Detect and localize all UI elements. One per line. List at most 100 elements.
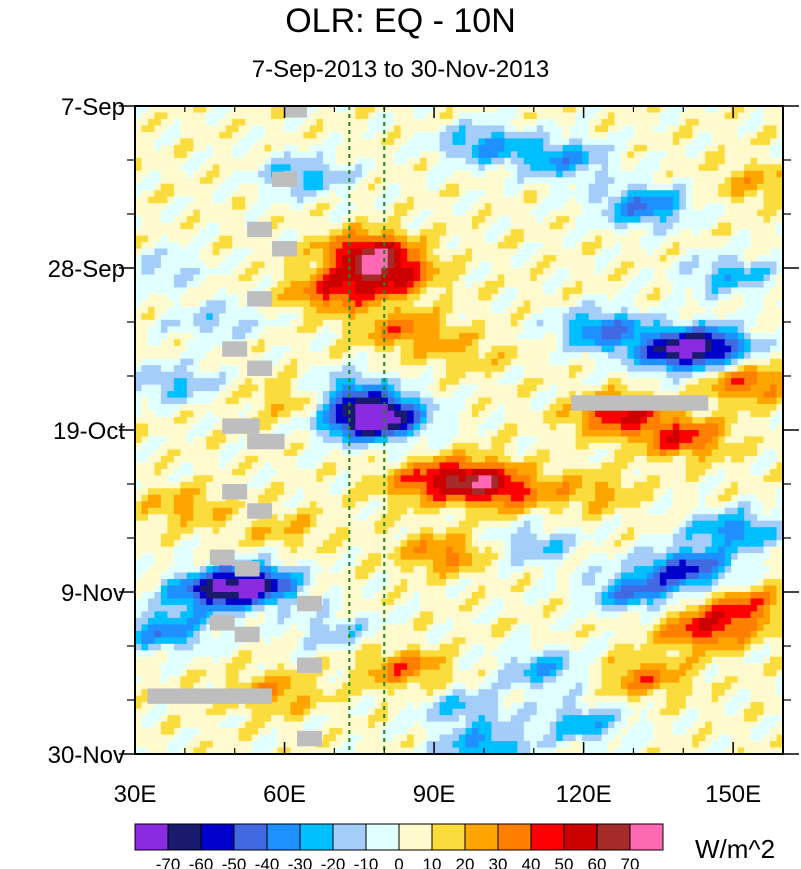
heat-cell — [368, 190, 376, 198]
heat-cell — [757, 144, 765, 152]
heat-cell — [329, 300, 337, 308]
heat-cell — [193, 235, 201, 243]
heat-cell — [387, 378, 395, 386]
heat-cell — [575, 203, 583, 211]
heat-cell — [433, 384, 441, 392]
heat-cell — [258, 242, 266, 250]
heat-cell — [510, 177, 518, 185]
heat-cell — [238, 358, 246, 366]
heat-cell — [582, 326, 590, 334]
heat-cell — [562, 391, 570, 399]
heat-cell — [309, 222, 318, 230]
heat-cell — [588, 216, 596, 224]
heat-cell — [659, 423, 667, 431]
heat-cell — [271, 222, 279, 230]
heat-cell — [763, 371, 771, 379]
heat-cell — [394, 222, 402, 230]
heat-cell — [517, 131, 525, 139]
heat-cell — [562, 235, 570, 243]
heat-cell — [523, 371, 531, 379]
heat-cell — [309, 106, 318, 114]
heat-cell — [277, 371, 285, 379]
heat-cell — [763, 404, 771, 412]
heat-cell — [504, 397, 512, 405]
heat-cell — [484, 170, 492, 178]
heat-cell — [135, 118, 143, 127]
heat-cell — [420, 229, 428, 237]
heat-cell — [446, 229, 454, 237]
heat-cell — [193, 164, 201, 172]
heat-cell — [504, 365, 512, 373]
heat-cell — [646, 306, 654, 314]
heat-cell — [698, 306, 706, 314]
heat-cell — [238, 397, 246, 405]
heat-cell — [154, 378, 162, 386]
heat-cell — [303, 242, 311, 250]
heat-cell — [744, 255, 752, 263]
heat-cell — [212, 326, 220, 334]
heat-cell — [724, 280, 732, 289]
heat-cell — [245, 410, 253, 418]
heat-cell — [251, 248, 259, 256]
heat-cell — [750, 358, 758, 366]
heat-cell — [154, 268, 162, 276]
heat-cell — [504, 306, 512, 314]
heat-cell — [135, 235, 143, 243]
heat-cell — [465, 391, 473, 399]
heat-cell — [173, 300, 181, 308]
heat-cell — [303, 216, 311, 224]
heat-cell — [614, 125, 622, 133]
heat-cell — [724, 164, 732, 172]
heat-cell — [322, 293, 330, 301]
heat-cell — [277, 151, 285, 159]
heat-cell — [277, 332, 285, 340]
heat-cell — [439, 378, 447, 386]
heat-cell — [530, 151, 538, 159]
heat-cell — [147, 151, 156, 159]
heat-cell — [219, 112, 227, 120]
heat-cell — [251, 157, 259, 165]
heat-cell — [193, 118, 201, 127]
heat-cell — [757, 306, 765, 314]
heat-cell — [199, 164, 207, 172]
heat-cell — [608, 306, 616, 314]
heat-cell — [582, 177, 590, 185]
heat-cell — [685, 164, 693, 172]
heat-cell — [711, 365, 719, 373]
heat-cell — [731, 151, 739, 159]
heat-cell — [264, 352, 272, 360]
heat-cell — [147, 306, 156, 314]
heat-cell — [510, 125, 518, 133]
heat-cell — [601, 358, 609, 366]
heat-cell — [640, 125, 648, 133]
heat-cell — [342, 300, 350, 308]
heat-cell — [160, 261, 168, 269]
heat-cell — [335, 229, 343, 237]
heat-cell — [407, 293, 415, 301]
heat-cell — [685, 157, 693, 165]
heat-cell — [426, 255, 434, 263]
heat-cell — [284, 352, 292, 360]
heat-cell — [666, 157, 674, 165]
heat-cell — [588, 138, 596, 146]
heat-cell — [199, 391, 207, 399]
heat-cell — [750, 164, 758, 172]
heat-cell — [471, 261, 480, 269]
heat-cell — [530, 274, 538, 282]
heat-cell — [219, 144, 227, 152]
heat-cell — [672, 313, 680, 321]
heat-cell — [329, 352, 337, 360]
heat-cell — [640, 209, 648, 217]
heat-cell — [659, 280, 667, 289]
heat-cell — [413, 125, 421, 133]
heat-cell — [601, 287, 609, 295]
heat-cell — [757, 235, 765, 243]
heat-cell — [322, 274, 330, 282]
heat-cell — [621, 209, 629, 217]
heat-cell — [322, 170, 330, 178]
heat-cell — [173, 319, 181, 327]
heat-cell — [471, 397, 480, 405]
heat-cell — [290, 229, 298, 237]
heat-cell — [614, 274, 622, 282]
heat-cell — [141, 358, 149, 366]
